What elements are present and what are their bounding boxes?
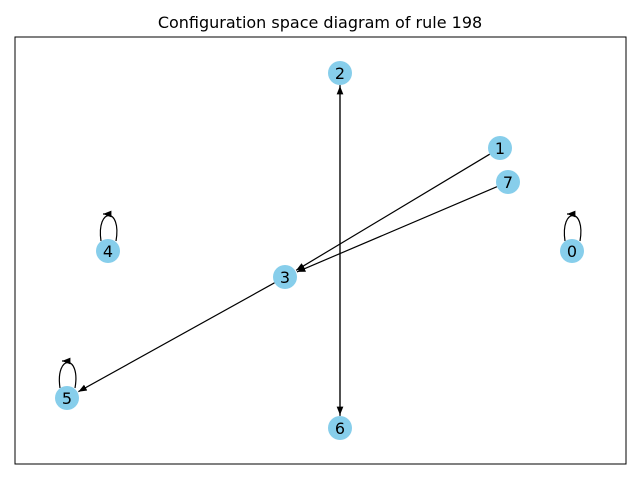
node-circle-5 <box>55 386 79 410</box>
node-circle-6 <box>328 416 352 440</box>
edge-3-to-5 <box>78 282 275 393</box>
diagram-title: Configuration space diagram of rule 198 <box>158 13 482 32</box>
node-circle-4 <box>96 239 120 263</box>
node-5: 5 <box>55 386 79 410</box>
node-6: 6 <box>328 416 352 440</box>
edge-5-to-5 <box>59 361 77 389</box>
node-circle-7 <box>496 170 520 194</box>
node-circle-0 <box>560 239 584 263</box>
plot-frame <box>14 36 627 465</box>
node-label-5: 5 <box>62 389 72 408</box>
node-label-1: 1 <box>495 139 505 158</box>
node-2: 2 <box>328 61 352 85</box>
node-0: 0 <box>560 239 584 263</box>
node-label-7: 7 <box>503 173 513 192</box>
node-label-0: 0 <box>567 242 577 261</box>
edge-4-to-4 <box>100 214 118 242</box>
edge-7-to-3 <box>296 186 498 273</box>
node-circle-2 <box>328 61 352 85</box>
edges-layer <box>59 85 582 416</box>
node-4: 4 <box>96 239 120 263</box>
node-3: 3 <box>273 265 297 289</box>
node-label-6: 6 <box>335 419 345 438</box>
node-circle-1 <box>488 136 512 160</box>
node-1: 1 <box>488 136 512 160</box>
edge-0-to-0 <box>564 214 582 242</box>
nodes-layer: 0 1 2 3 4 5 6 7 <box>55 61 584 440</box>
node-label-4: 4 <box>103 242 113 261</box>
node-circle-3 <box>273 265 297 289</box>
node-label-2: 2 <box>335 64 345 83</box>
node-label-3: 3 <box>280 268 290 287</box>
edge-1-to-3 <box>295 153 491 271</box>
node-7: 7 <box>496 170 520 194</box>
